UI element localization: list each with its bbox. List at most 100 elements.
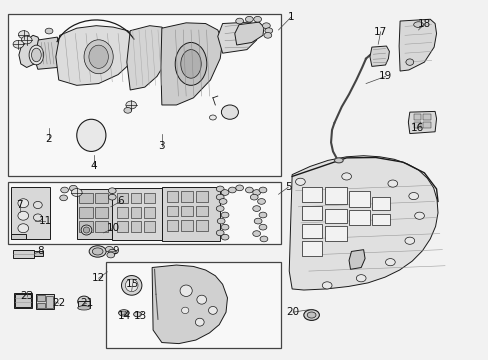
Circle shape xyxy=(235,185,243,191)
Ellipse shape xyxy=(125,279,138,292)
Text: 19: 19 xyxy=(378,71,391,81)
Circle shape xyxy=(108,249,116,255)
Circle shape xyxy=(107,252,115,258)
Text: 6: 6 xyxy=(117,197,123,206)
Bar xyxy=(413,114,421,120)
Polygon shape xyxy=(78,301,90,308)
Bar xyxy=(423,114,430,120)
Bar xyxy=(79,207,93,217)
Ellipse shape xyxy=(33,202,42,208)
Ellipse shape xyxy=(92,248,103,255)
Bar xyxy=(117,207,127,217)
Polygon shape xyxy=(15,294,30,307)
Text: 7: 7 xyxy=(17,200,23,210)
Circle shape xyxy=(216,194,224,200)
Ellipse shape xyxy=(208,306,217,314)
Ellipse shape xyxy=(31,48,41,62)
Ellipse shape xyxy=(334,158,343,163)
Bar xyxy=(166,192,178,202)
Polygon shape xyxy=(34,251,42,256)
Ellipse shape xyxy=(18,199,29,208)
Ellipse shape xyxy=(89,45,108,68)
Bar xyxy=(301,206,322,220)
Polygon shape xyxy=(126,26,169,90)
Circle shape xyxy=(105,247,113,252)
Circle shape xyxy=(19,31,29,39)
Circle shape xyxy=(295,178,305,185)
Bar xyxy=(117,193,127,203)
Circle shape xyxy=(221,190,228,195)
Circle shape xyxy=(252,190,260,195)
Ellipse shape xyxy=(78,296,90,307)
Ellipse shape xyxy=(89,246,106,257)
Polygon shape xyxy=(13,249,34,258)
Circle shape xyxy=(71,189,82,197)
Ellipse shape xyxy=(121,275,142,295)
Circle shape xyxy=(341,173,351,180)
Text: 16: 16 xyxy=(409,123,423,133)
Polygon shape xyxy=(11,234,26,239)
Ellipse shape xyxy=(81,225,92,235)
Ellipse shape xyxy=(405,59,413,65)
Text: 23: 23 xyxy=(20,291,33,301)
Circle shape xyxy=(108,188,116,194)
Text: 1: 1 xyxy=(287,13,293,22)
Polygon shape xyxy=(217,22,256,53)
Bar xyxy=(95,207,108,217)
Bar xyxy=(144,193,155,203)
Polygon shape xyxy=(288,156,437,290)
Bar xyxy=(166,206,178,216)
Ellipse shape xyxy=(77,119,106,152)
Polygon shape xyxy=(77,189,113,239)
Ellipse shape xyxy=(78,306,90,310)
Bar xyxy=(371,197,389,210)
Bar xyxy=(423,122,430,128)
Circle shape xyxy=(60,195,67,201)
Text: 22: 22 xyxy=(52,298,65,308)
Ellipse shape xyxy=(84,40,113,74)
Bar xyxy=(8,182,281,244)
Circle shape xyxy=(245,17,253,22)
Bar xyxy=(8,14,281,176)
Ellipse shape xyxy=(133,312,141,317)
Text: 20: 20 xyxy=(286,307,299,317)
Bar xyxy=(348,191,369,207)
Text: 13: 13 xyxy=(133,311,146,321)
Ellipse shape xyxy=(29,45,43,65)
Circle shape xyxy=(235,18,243,24)
Circle shape xyxy=(221,234,228,240)
Ellipse shape xyxy=(181,50,201,78)
Bar xyxy=(181,192,193,202)
Circle shape xyxy=(221,224,228,230)
Ellipse shape xyxy=(18,211,29,220)
Circle shape xyxy=(254,218,262,224)
Text: 11: 11 xyxy=(39,216,52,226)
Text: 3: 3 xyxy=(158,141,165,151)
Circle shape xyxy=(404,237,414,244)
Bar xyxy=(301,242,322,256)
Ellipse shape xyxy=(306,312,315,318)
Bar xyxy=(324,208,346,223)
Polygon shape xyxy=(161,23,222,105)
Text: 14: 14 xyxy=(118,311,131,321)
Text: 4: 4 xyxy=(90,161,97,171)
Ellipse shape xyxy=(197,295,206,304)
Bar xyxy=(79,221,93,232)
Bar xyxy=(301,187,322,202)
Ellipse shape xyxy=(18,224,29,233)
Text: 5: 5 xyxy=(285,182,291,192)
Bar xyxy=(301,224,322,238)
Bar xyxy=(196,192,207,202)
Ellipse shape xyxy=(180,285,192,296)
Bar xyxy=(166,220,178,231)
Circle shape xyxy=(69,185,77,191)
Circle shape xyxy=(257,199,265,204)
Text: 9: 9 xyxy=(112,247,119,256)
Bar xyxy=(196,220,207,231)
Circle shape xyxy=(387,180,397,187)
Polygon shape xyxy=(19,35,40,67)
Polygon shape xyxy=(34,37,60,69)
Ellipse shape xyxy=(303,310,319,320)
Text: 2: 2 xyxy=(46,134,52,144)
Bar xyxy=(413,122,421,128)
